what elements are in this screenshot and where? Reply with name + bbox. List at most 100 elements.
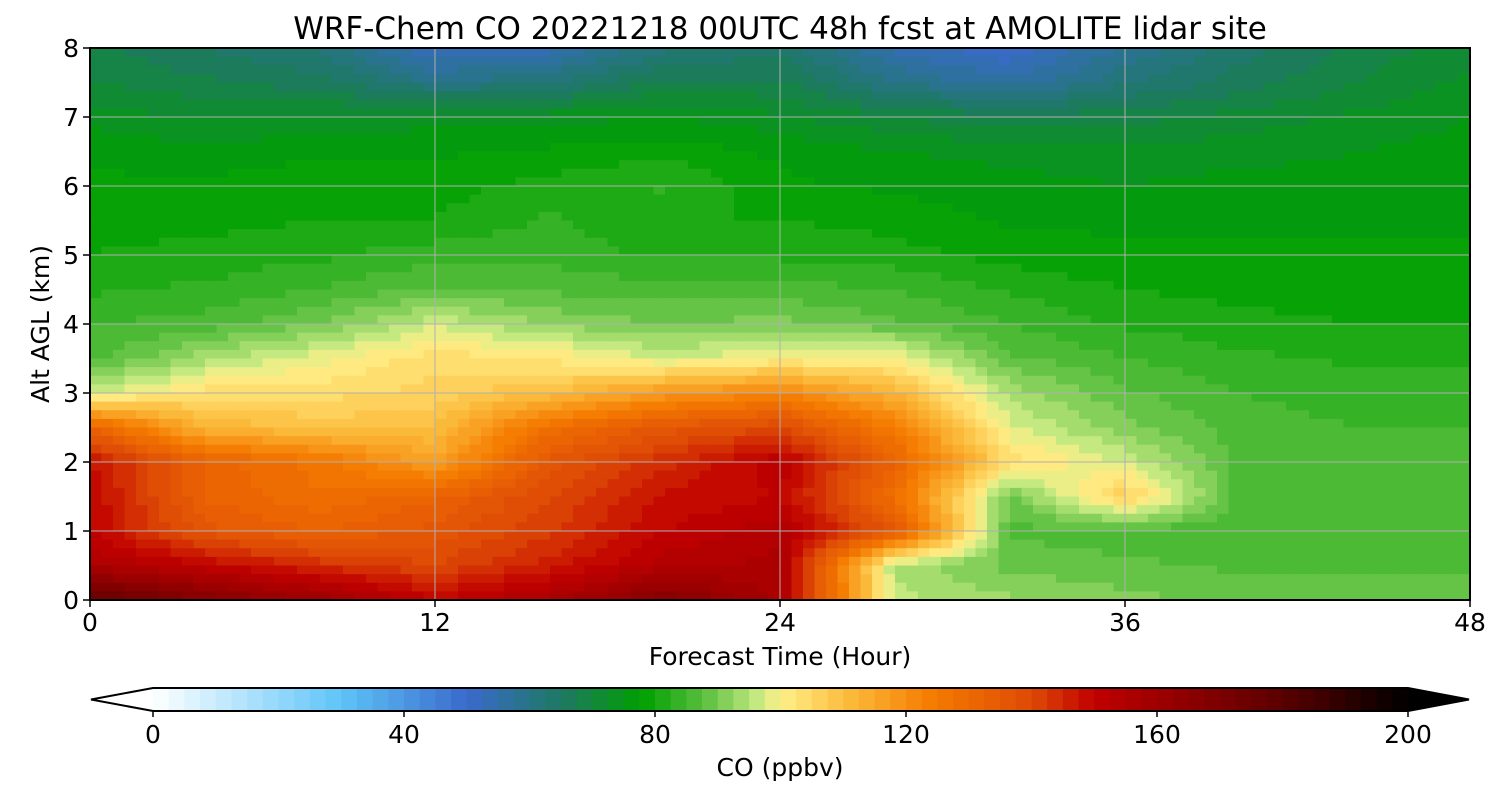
contour-cell [124, 384, 137, 394]
contour-cell [1159, 125, 1172, 135]
contour-cell [423, 82, 436, 92]
contour-cell [1435, 203, 1448, 213]
contour-cell [550, 142, 563, 153]
contour-cell [906, 237, 919, 247]
contour-cell [826, 117, 839, 127]
contour-cell [205, 237, 218, 247]
contour-cell [964, 280, 977, 291]
contour-cell [814, 211, 827, 222]
contour-cell [550, 56, 563, 66]
contour-cell [1424, 229, 1437, 239]
contour-cell [814, 384, 827, 394]
contour-cell [193, 211, 206, 222]
contour-cell [124, 117, 137, 127]
contour-cell [906, 125, 919, 135]
contour-cell [722, 324, 735, 334]
contour-cell [527, 237, 540, 247]
contour-cell [906, 315, 919, 325]
contour-cell [814, 272, 827, 282]
contour-cell [1228, 289, 1241, 299]
contour-cell [159, 134, 172, 144]
contour-cell [228, 108, 241, 118]
contour-cell [1067, 177, 1080, 187]
contour-cell [998, 280, 1011, 291]
contour-cell [768, 255, 781, 265]
contour-cell [1033, 349, 1046, 360]
contour-cell [837, 142, 850, 153]
contour-cell [1251, 375, 1264, 385]
contour-cell [630, 272, 643, 282]
contour-cell [1194, 349, 1207, 360]
contour-cell [1021, 73, 1034, 84]
contour-cell [561, 48, 574, 58]
contour-cell [1079, 117, 1092, 127]
contour-cell [1274, 160, 1287, 170]
contour-cell [1079, 134, 1092, 144]
contour-cell [1010, 367, 1023, 377]
contour-cell [101, 56, 114, 66]
contour-cell [849, 401, 862, 411]
contour-cell [780, 306, 793, 316]
contour-cell [607, 246, 620, 256]
contour-cell [803, 237, 816, 247]
contour-cell [711, 65, 724, 75]
contour-cell [550, 186, 563, 196]
contour-cell [1194, 289, 1207, 299]
contour-cell [780, 272, 793, 282]
contour-cell [1435, 82, 1448, 92]
contour-cell [745, 125, 758, 135]
contour-cell [1102, 151, 1115, 161]
contour-cell [665, 73, 678, 84]
contour-cell [492, 151, 505, 161]
contour-cell [573, 315, 586, 325]
contour-cell [458, 186, 471, 196]
contour-cell [251, 272, 264, 282]
contour-cell [987, 108, 1000, 118]
contour-cell [849, 263, 862, 273]
contour-cell [446, 332, 459, 342]
contour-cell [285, 272, 298, 282]
contour-cell [722, 341, 735, 351]
contour-cell [458, 315, 471, 325]
contour-cell [400, 73, 413, 84]
contour-cell [814, 367, 827, 377]
contour-cell [826, 367, 839, 377]
contour-cell [688, 255, 701, 265]
contour-cell [216, 298, 229, 308]
contour-cell [1033, 151, 1046, 161]
contour-cell [561, 229, 574, 239]
contour-cell [929, 393, 942, 403]
contour-cell [1389, 358, 1402, 368]
contour-cell [1401, 203, 1414, 213]
contour-cell [423, 151, 436, 161]
contour-cell [297, 341, 310, 351]
contour-cell [481, 194, 494, 204]
contour-cell [1067, 220, 1080, 230]
contour-cell [941, 332, 954, 342]
contour-cell [653, 211, 666, 222]
contour-cell [412, 255, 425, 265]
contour-cell [987, 125, 1000, 135]
contour-cell [676, 298, 689, 308]
contour-cell [918, 117, 931, 127]
contour-cell [262, 358, 275, 368]
contour-cell [1067, 117, 1080, 127]
contour-cell [1251, 48, 1264, 58]
contour-cell [653, 229, 666, 239]
contour-cell [1148, 160, 1161, 170]
contour-cell [837, 315, 850, 325]
contour-cell [1159, 332, 1172, 342]
contour-cell [1148, 306, 1161, 316]
contour-cell [423, 401, 436, 411]
contour-cell [366, 384, 379, 394]
contour-cell [711, 151, 724, 161]
contour-cell [216, 91, 229, 101]
contour-cell [550, 99, 563, 109]
contour-cell [239, 168, 252, 178]
contour-cell [1148, 341, 1161, 351]
contour-cell [239, 237, 252, 247]
contour-cell [515, 393, 528, 403]
contour-cell [389, 272, 402, 282]
contour-cell [228, 349, 241, 360]
contour-cell [1286, 324, 1299, 334]
